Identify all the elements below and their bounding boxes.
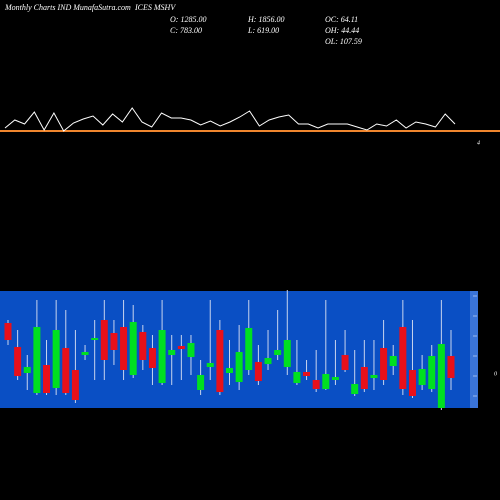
side-strip xyxy=(470,291,478,408)
side-label: 0 xyxy=(494,371,497,377)
candle-body xyxy=(351,384,359,394)
candle-body xyxy=(331,377,339,380)
side-label: 4 xyxy=(477,139,480,146)
candle-body xyxy=(71,370,79,400)
candle-body xyxy=(254,362,262,381)
candle-body xyxy=(187,343,195,357)
candle-body xyxy=(216,330,224,392)
candle-body xyxy=(264,358,272,364)
candle-body xyxy=(139,332,147,360)
stats: O: 1285.00 H: 1856.00 OC: 64.11 C: 783.00 L:… xyxy=(170,15,362,46)
stat: L: 619.00 xyxy=(247,26,279,35)
candle-body xyxy=(437,344,445,408)
candle-body xyxy=(322,374,330,389)
stat: O: 1285.00 xyxy=(170,15,206,24)
candle-body xyxy=(226,368,233,373)
candle-body xyxy=(399,327,407,389)
candle-body xyxy=(14,347,22,376)
candle-body xyxy=(158,330,166,383)
candle-body xyxy=(235,352,243,382)
candle-body xyxy=(303,372,311,376)
candle-body xyxy=(418,369,426,385)
candle-body xyxy=(293,372,301,383)
candle-body xyxy=(245,328,253,370)
stat: C: 783.00 xyxy=(170,26,202,35)
candle-body xyxy=(360,367,368,389)
candle-body xyxy=(120,327,128,370)
price-line xyxy=(4,107,456,132)
candle-body xyxy=(52,330,60,388)
candle-body xyxy=(100,320,108,360)
candle-body xyxy=(447,356,455,378)
stat: OL: 107.59 xyxy=(325,37,362,46)
candle-body xyxy=(4,323,12,340)
candle-body xyxy=(312,380,320,389)
chart-title: Monthly Charts IND MunafaSutra.com xyxy=(4,3,131,12)
candle-body xyxy=(206,363,214,367)
stat: OH: 44.44 xyxy=(325,26,359,35)
candle-body xyxy=(283,340,291,367)
symbol: ICES MSHV xyxy=(134,3,176,12)
candle-body xyxy=(81,352,89,355)
candle-body xyxy=(177,346,185,349)
candle-body xyxy=(23,367,31,373)
candle-body xyxy=(148,348,156,368)
stat: H: 1856.00 xyxy=(247,15,284,24)
candle-body xyxy=(428,356,436,389)
candle-body xyxy=(197,375,205,390)
candle-body xyxy=(274,350,282,355)
stat: OC: 64.11 xyxy=(325,15,358,24)
candle-body xyxy=(43,365,51,393)
candle-body xyxy=(389,356,397,366)
candle-body xyxy=(33,327,41,393)
candle-body xyxy=(380,348,388,380)
candle-body xyxy=(408,370,416,396)
candle-body xyxy=(341,355,349,370)
candle-body xyxy=(370,375,378,378)
candle-body xyxy=(91,338,99,340)
candle-body xyxy=(110,333,118,350)
candle-body xyxy=(168,350,176,355)
candle-body xyxy=(129,322,137,375)
candle-body xyxy=(62,348,70,393)
